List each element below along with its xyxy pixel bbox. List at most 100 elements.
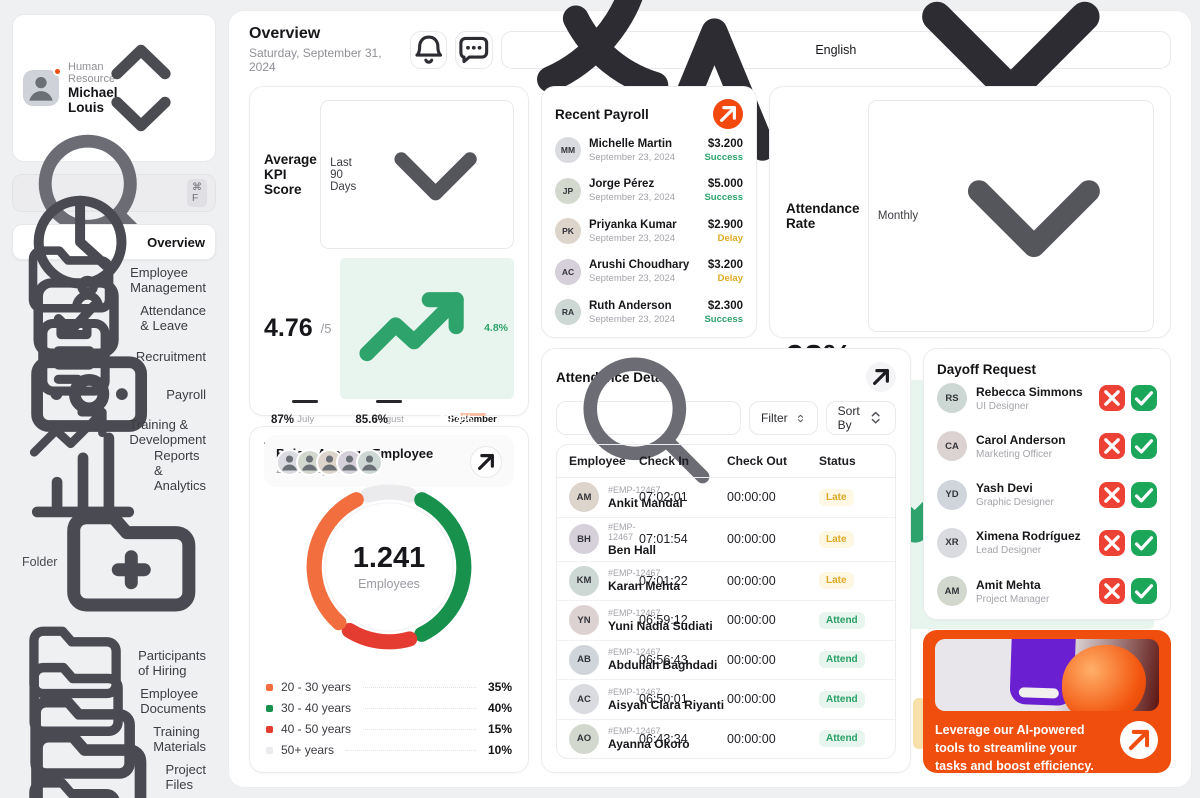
folder-list: Participants of Hiring Employee Document… xyxy=(12,626,216,798)
language-selector[interactable]: English xyxy=(500,0,1172,161)
attendance-rate-selector[interactable]: Monthly xyxy=(867,100,1154,332)
payroll-row-text: Arushi Choudhary September 23, 2024 xyxy=(589,259,700,284)
attendance-employee: KM #EMP-12467 Karan Mehta xyxy=(569,565,680,596)
approve-button[interactable] xyxy=(1131,529,1157,556)
approve-button[interactable] xyxy=(1131,481,1157,508)
employee-name: Yuni Nadia Sudiati xyxy=(608,618,713,633)
legend-label: 20 - 30 years xyxy=(281,680,352,694)
employee-donut-chart: 1.241 Employees xyxy=(264,455,514,678)
attendance-detail-link-button[interactable] xyxy=(866,362,896,392)
reject-button[interactable] xyxy=(1099,529,1125,556)
reject-button[interactable] xyxy=(1099,385,1125,411)
payroll-row: MM Michelle Martin September 23, 2024 $3… xyxy=(555,137,743,163)
dayoff-employee-name: Carol Anderson xyxy=(976,432,1066,447)
filter-button[interactable]: Filter xyxy=(749,401,818,435)
dayoff-actions xyxy=(1099,481,1157,508)
legend-marker xyxy=(266,725,273,733)
dayoff-employee-role: UI Designer xyxy=(976,400,1029,412)
check-icon xyxy=(1131,482,1157,508)
reject-button[interactable] xyxy=(1099,481,1125,508)
below-average-link-button[interactable] xyxy=(470,445,502,478)
dayoff-row: CA Carol Anderson Marketing Officer xyxy=(937,431,1157,462)
payroll-amount: $5.000 xyxy=(707,178,743,190)
check-out-time: 00:00:00 xyxy=(727,692,776,707)
folder-header: Folder xyxy=(12,488,216,645)
check-out-time: 00:00:00 xyxy=(727,613,776,628)
reject-button[interactable] xyxy=(1099,578,1125,604)
attendance-search[interactable] xyxy=(556,356,741,483)
attendance-table: Employee Check In Check Out Status AM #E… xyxy=(556,444,896,759)
notifications-button[interactable] xyxy=(409,30,448,69)
col-check-out: Check Out xyxy=(727,454,788,468)
x-icon xyxy=(1099,482,1125,508)
approve-button[interactable] xyxy=(1131,385,1157,411)
right-column: Dayoff Request RS Rebecca Simmons UI Des… xyxy=(923,348,1171,773)
donut-center: 1.241 Employees xyxy=(353,542,426,591)
kpi-range-selector[interactable]: Last 90 Days xyxy=(320,100,514,250)
legend-marker xyxy=(266,704,273,712)
payroll-link-button[interactable] xyxy=(713,99,743,129)
attendance-detail-card: Attendance Detail Filter xyxy=(541,348,911,773)
employee-name: Karan Mehta xyxy=(608,579,681,594)
payroll-row-right: $3.200 Delay xyxy=(708,259,743,284)
page-title: Overview xyxy=(249,25,321,42)
nav-label: Participants of Hiring xyxy=(138,647,206,678)
messages-button[interactable] xyxy=(455,30,493,69)
dayoff-employee-name: Amit Mehta xyxy=(976,577,1041,592)
payroll-amount: $2.300 xyxy=(707,299,743,312)
attendance-employee-text: #EMP-12467 Abdullah Baghdadi xyxy=(608,647,717,672)
folder-section-label: Folder xyxy=(22,555,58,570)
folder-icon xyxy=(22,610,128,716)
arrow-up-right-icon xyxy=(866,362,896,392)
below-average-panel: Below Avarage Employee 29 Employees xyxy=(264,434,514,487)
sidebar-item-training-development[interactable]: Training & Development xyxy=(12,408,216,457)
dashboard-grid: Average KPI Score Last 90 Days 4.76 /5 4… xyxy=(249,86,1171,773)
kpi-card: Average KPI Score Last 90 Days 4.76 /5 4… xyxy=(249,86,529,487)
attendance-employee-text: #EMP-12467 Yuni Nadia Sudiati xyxy=(608,608,713,633)
payroll-title: Recent Payroll xyxy=(555,106,649,122)
dayoff-row-text: Amit Mehta Project Manager xyxy=(976,578,1090,605)
approve-button[interactable] xyxy=(1131,578,1157,604)
check-in-time: 07:01:54 xyxy=(639,532,688,546)
employee-avatar: BH xyxy=(569,524,599,554)
payroll-date: September 23, 2024 xyxy=(589,151,676,163)
attendance-table-header: Employee Check In Check Out Status xyxy=(557,445,895,478)
x-icon xyxy=(1099,385,1125,411)
filter-label: Filter xyxy=(761,411,788,425)
employee-avatar: AO xyxy=(569,723,599,754)
sort-button[interactable]: Sort By xyxy=(825,401,896,435)
dayoff-employee-role: Project Manager xyxy=(976,593,1050,605)
check-icon xyxy=(1131,530,1157,556)
legend-row: 50+ years 10% xyxy=(266,743,512,757)
folder-item-participants-of-hiring[interactable]: Participants of Hiring xyxy=(12,626,216,698)
folder-item-legal-compliance[interactable]: Legal & Compliance xyxy=(12,778,216,798)
promo-card: Leverage our AI-powered tools to streaml… xyxy=(923,630,1171,773)
kpi-month-label: September xyxy=(447,413,497,425)
employee-avatar: RS xyxy=(937,383,967,413)
attendance-employee: BH #EMP-12467 Ben Hall xyxy=(569,522,656,557)
x-icon xyxy=(1099,530,1125,556)
payroll-row-right: $2.300 Success xyxy=(704,300,743,325)
payroll-row: AC Arushi Choudhary September 23, 2024 $… xyxy=(555,258,743,285)
folder-plus-icon[interactable] xyxy=(57,488,206,637)
arrow-up-right-icon xyxy=(1120,721,1158,759)
employee-id: #EMP-12467 xyxy=(608,568,661,579)
profile-switcher[interactable]: Human Resource Michael Louis xyxy=(12,14,216,162)
attendance-row: AM #EMP-12467 Ankit Mandal 07:02:01 00:0… xyxy=(557,478,895,518)
legend-value: 10% xyxy=(487,743,512,757)
attendance-employee-text: #EMP-12467 Karan Mehta xyxy=(608,568,680,593)
nav-label: Training Materials xyxy=(153,723,207,754)
promo-link-button[interactable] xyxy=(1120,721,1158,759)
sidebar-item-reports-analytics[interactable]: Reports & Analytics xyxy=(12,432,216,518)
employee-avatar: MM xyxy=(555,137,581,163)
reject-button[interactable] xyxy=(1099,433,1125,460)
donut-segment-orange xyxy=(306,484,472,649)
folder-item-project-files[interactable]: Project Files xyxy=(12,730,216,798)
kpi-delta-value: 4.8% xyxy=(484,322,508,335)
employee-id: #EMP-12467 xyxy=(608,726,661,737)
dayoff-employee-role: Marketing Officer xyxy=(976,448,1052,460)
kpi-bar-value: 87% xyxy=(271,413,295,426)
check-in-time: 06:56:43 xyxy=(639,652,688,667)
approve-button[interactable] xyxy=(1131,433,1157,460)
employee-id: #EMP-12467 xyxy=(608,484,661,495)
